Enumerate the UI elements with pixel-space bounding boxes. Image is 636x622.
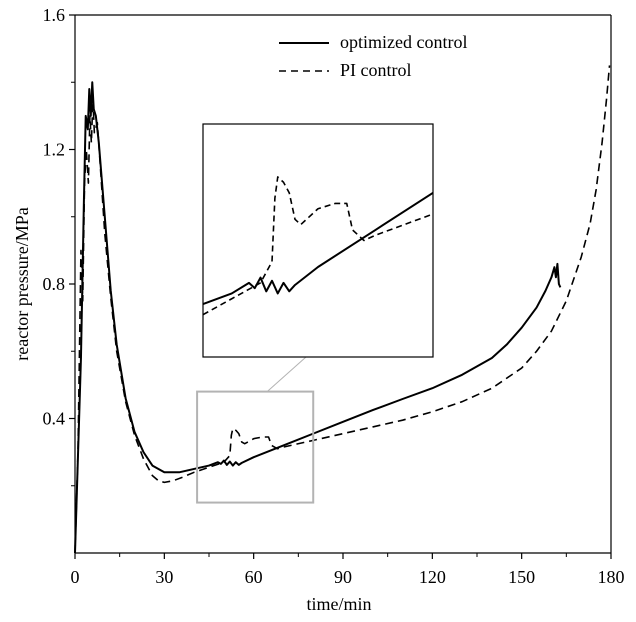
y-tick-label-0.8: 0.8 — [43, 274, 66, 294]
series-layer — [74, 65, 611, 554]
x-axis-title: time/min — [307, 594, 372, 614]
series-line-pi-control — [74, 65, 611, 554]
x-tick-label-120: 120 — [419, 567, 446, 587]
y-tick-label-1.6: 1.6 — [43, 5, 66, 25]
y-tick-label-0.4: 0.4 — [43, 409, 66, 429]
y-ticks: 0.4 0.8 1.2 1.6 — [43, 5, 75, 487]
inset-series-line-pi-control — [203, 176, 433, 316]
x-tick-label-150: 150 — [508, 567, 535, 587]
inset-frame — [202, 123, 434, 358]
x-tick-label-90: 90 — [334, 567, 352, 587]
legend: optimized control PI control — [279, 32, 467, 80]
zoom-region-box — [196, 390, 315, 504]
legend-label-optimized: optimized control — [340, 32, 467, 52]
inset-chart — [202, 123, 434, 358]
x-tick-label-30: 30 — [155, 567, 173, 587]
legend-label-pi: PI control — [340, 60, 412, 80]
x-tick-label-0: 0 — [71, 567, 80, 587]
x-tick-label-60: 60 — [245, 567, 263, 587]
zoom-connector-line — [266, 356, 307, 392]
x-ticks: 0 30 60 90 120 150 180 — [71, 553, 625, 587]
inset-series-line-optimized-control — [203, 191, 433, 305]
y-axis-title: reactor pressure/MPa — [12, 207, 32, 360]
x-tick-label-180: 180 — [598, 567, 625, 587]
inset-series-layer — [203, 176, 433, 316]
y-tick-label-1.2: 1.2 — [43, 140, 66, 160]
series-line-optimized-control — [74, 81, 562, 554]
